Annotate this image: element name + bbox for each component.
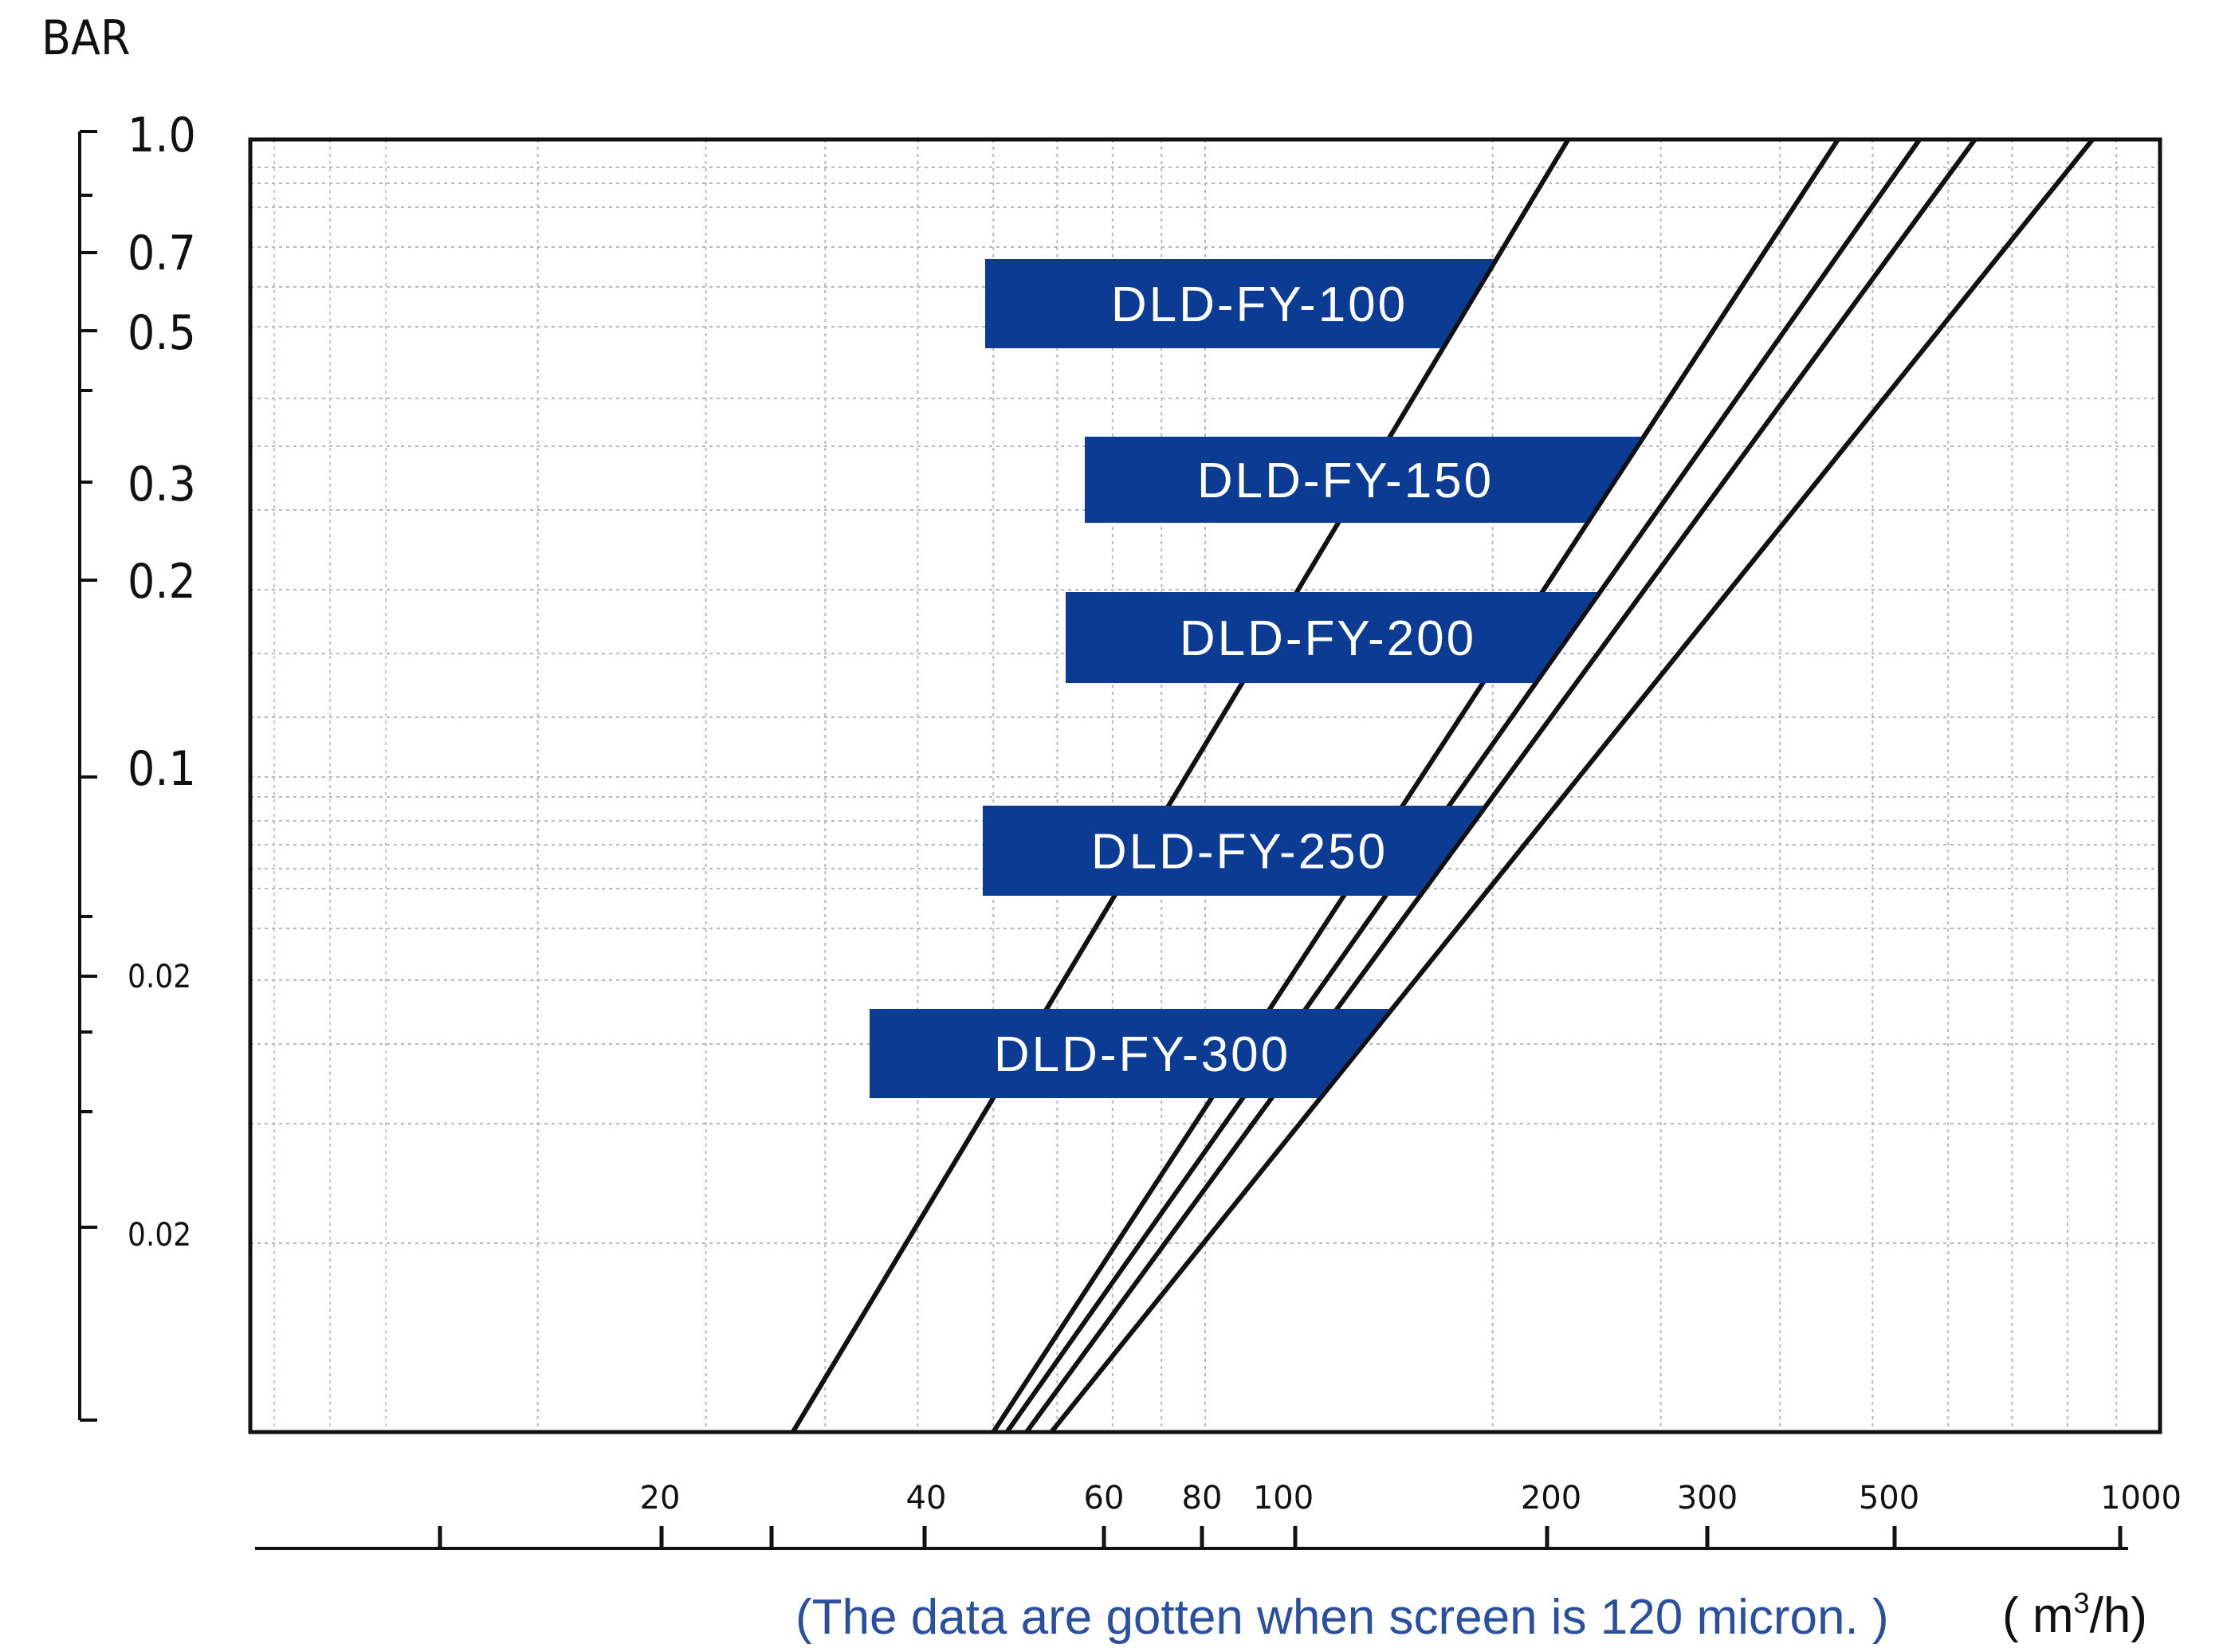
y-tick-label: 0.7 [128,226,196,281]
series-label-text: DLD-FY-100 [1111,277,1408,332]
x-tick-label: 500 [1859,1480,1919,1517]
x-tick-label: 1000 [2100,1480,2182,1517]
plot-border [248,137,2162,1434]
plot-frame [248,137,2162,1434]
series-line [1024,138,1978,1434]
unit-prefix: ( m [2002,1588,2074,1643]
y-tick-label: 0.2 [128,554,196,610]
series-line [991,138,1840,1434]
y-tick-label: 0.3 [128,457,196,512]
unit-suffix: /h) [2090,1588,2147,1643]
x-tick-label: 200 [1521,1480,1581,1517]
series-lines [791,138,2095,1434]
series-line [1049,138,2095,1434]
y-tick-label: 0.02 [128,1217,191,1254]
left-scale: 1.0 0.7 0.5 0.3 0.2 0.1 0.02 0.02 [78,108,196,1422]
x-tick-label: 100 [1253,1480,1314,1517]
unit-sup: 3 [2074,1587,2090,1619]
series-line [791,138,1571,1434]
y-tick-label: 1.0 [128,108,196,163]
series-label-box [1085,437,1642,523]
series-label-box [870,1009,1390,1098]
bottom-scale: 20 40 60 80 100 200 300 500 1000 [255,1480,2182,1550]
y-tick-label: 0.1 [128,741,196,797]
series-label-text: DLD-FY-150 [1197,453,1494,508]
x-tick-label: 20 [640,1480,681,1517]
series-labels: DLD-FY-100 DLD-FY-150 DLD-FY-200 DLD-FY-250… [870,259,1642,1098]
y-tick-label: 0.02 [128,959,191,995]
series-label-box [983,806,1484,896]
series-label-box [985,259,1494,348]
data-note: (The data are gotten when screen is 120 … [795,1590,1889,1645]
x-tick-label: 40 [906,1480,947,1517]
x-tick-label: 300 [1677,1480,1738,1517]
y-tick-label: 0.5 [128,305,196,361]
series-label-text: DLD-FY-200 [1180,611,1476,666]
series-label-text: DLD-FY-300 [994,1027,1290,1082]
y-axis-title: BAR [41,10,130,66]
x-tick-label: 60 [1084,1480,1125,1517]
series-line [1004,138,1922,1434]
unit-label: ( m3/h) [2002,1587,2147,1643]
x-tick-label: 80 [1182,1480,1223,1517]
series-label-text: DLD-FY-250 [1091,825,1388,880]
series-label-box [1066,592,1598,683]
